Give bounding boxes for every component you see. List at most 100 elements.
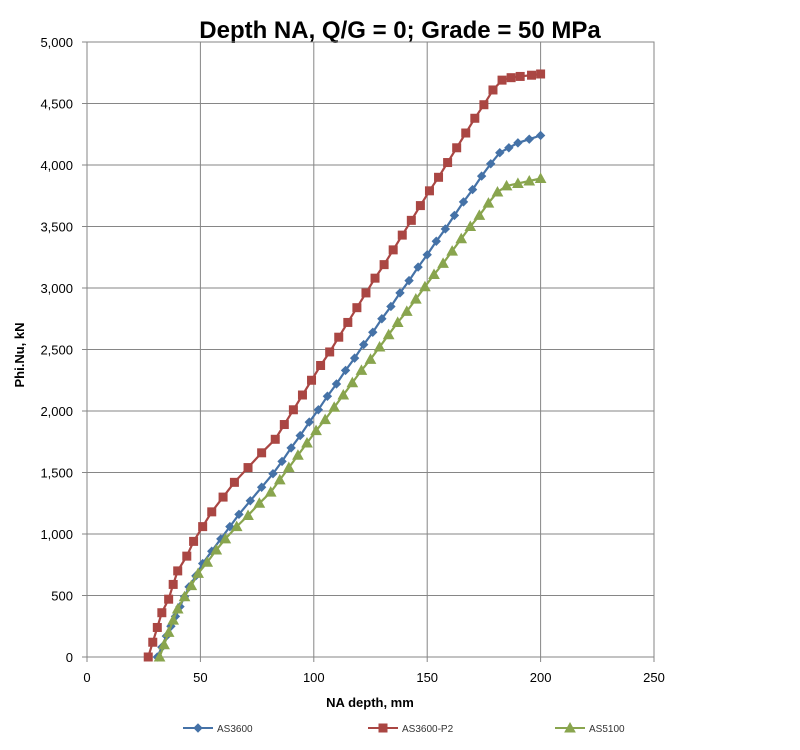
legend-item: AS3600-P2 xyxy=(368,723,454,735)
data-point xyxy=(286,443,296,453)
data-point xyxy=(257,448,267,458)
data-point xyxy=(152,622,162,632)
data-point xyxy=(253,497,266,508)
x-tick-label: 100 xyxy=(303,670,325,685)
data-point xyxy=(245,496,256,506)
data-point xyxy=(424,186,434,196)
y-tick-label: 2,000 xyxy=(40,404,73,419)
data-point xyxy=(422,250,432,260)
data-point xyxy=(319,413,331,425)
data-point xyxy=(437,257,449,268)
data-point xyxy=(167,614,180,625)
x-axis-label: NA depth, mm xyxy=(326,695,414,710)
data-point xyxy=(219,532,232,544)
data-point xyxy=(297,390,307,400)
data-point xyxy=(464,220,477,231)
data-point xyxy=(404,275,414,286)
data-point xyxy=(310,424,322,436)
data-point xyxy=(148,637,158,647)
data-point xyxy=(207,507,217,517)
data-point xyxy=(242,509,254,521)
data-point xyxy=(316,360,326,370)
data-point xyxy=(277,456,287,467)
legend: AS3600 AS3600-P2 AS5100 xyxy=(183,721,625,735)
data-point xyxy=(377,314,387,324)
data-point xyxy=(536,69,546,79)
data-point xyxy=(513,138,523,148)
y-tick-label: 4,500 xyxy=(40,97,73,112)
data-point xyxy=(201,556,214,567)
data-point xyxy=(431,236,441,246)
legend-label: AS3600-P2 xyxy=(402,724,454,735)
data-point xyxy=(292,449,304,460)
data-point xyxy=(273,473,286,485)
legend-label: AS5100 xyxy=(589,724,625,735)
data-point xyxy=(157,608,167,618)
y-tick-label: 5,000 xyxy=(40,35,73,50)
series-as5100 xyxy=(153,172,547,662)
data-point xyxy=(479,100,489,110)
data-point xyxy=(301,436,313,448)
chart-title: Depth NA, Q/G = 0; Grade = 50 MPa xyxy=(199,17,601,44)
data-point xyxy=(482,197,495,208)
data-point xyxy=(476,171,487,181)
data-point xyxy=(406,215,416,225)
data-point xyxy=(497,75,507,85)
data-point xyxy=(361,288,371,298)
y-axis-ticks: 0 500 1,000 1,500 2,000 2,500 3,000 3,500 4,000 4… xyxy=(40,35,87,665)
x-tick-label: 150 xyxy=(416,670,438,685)
legend-item: AS5100 xyxy=(555,721,625,735)
data-point xyxy=(415,201,425,211)
data-point xyxy=(264,486,277,497)
data-point xyxy=(225,521,235,532)
data-point xyxy=(349,353,360,363)
y-tick-label: 3,500 xyxy=(40,220,73,235)
data-point xyxy=(143,652,153,662)
data-point xyxy=(485,159,496,169)
data-point xyxy=(168,579,178,589)
data-point xyxy=(337,388,350,400)
x-tick-label: 50 xyxy=(193,670,207,685)
data-point xyxy=(446,245,458,256)
data-point xyxy=(440,224,451,234)
data-point xyxy=(382,328,395,340)
data-point xyxy=(268,469,278,479)
data-point xyxy=(304,417,314,427)
y-tick-label: 1,500 xyxy=(40,466,73,481)
data-point xyxy=(495,147,505,158)
y-tick-label: 0 xyxy=(66,650,73,665)
y-tick-label: 4,000 xyxy=(40,158,73,173)
data-point xyxy=(512,177,524,188)
data-point xyxy=(270,434,280,444)
data-point xyxy=(218,492,228,502)
data-point xyxy=(400,305,413,316)
data-point xyxy=(352,303,362,313)
data-point xyxy=(358,339,369,350)
data-point xyxy=(334,332,344,342)
y-tick-label: 3,000 xyxy=(40,281,73,296)
data-point xyxy=(164,594,174,604)
data-point xyxy=(313,405,324,415)
data-point xyxy=(386,301,396,312)
series-group xyxy=(143,69,547,662)
data-point xyxy=(473,209,486,220)
data-point xyxy=(307,375,317,385)
data-point xyxy=(527,70,537,80)
data-point xyxy=(234,509,244,520)
y-tick-label: 1,000 xyxy=(40,527,73,542)
x-tick-label: 200 xyxy=(530,670,552,685)
data-point xyxy=(198,522,208,532)
data-point xyxy=(428,268,440,279)
legend-marker xyxy=(564,721,576,733)
data-point xyxy=(182,551,192,561)
data-point xyxy=(467,184,478,195)
data-point xyxy=(153,650,166,662)
data-point xyxy=(256,482,267,492)
data-point xyxy=(343,317,353,327)
data-point xyxy=(373,341,386,352)
data-point xyxy=(171,603,184,614)
y-tick-label: 2,500 xyxy=(40,343,73,358)
data-point xyxy=(458,197,469,207)
data-point xyxy=(230,520,243,532)
